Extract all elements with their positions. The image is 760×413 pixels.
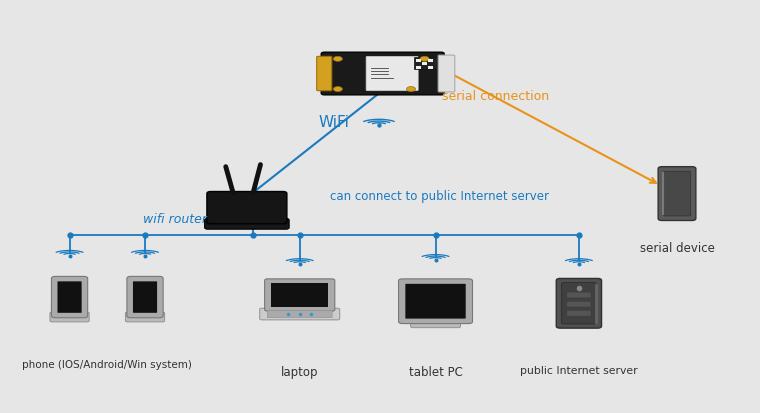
FancyBboxPatch shape	[416, 66, 421, 69]
Text: laptop: laptop	[281, 366, 318, 378]
FancyBboxPatch shape	[268, 311, 332, 318]
FancyBboxPatch shape	[127, 277, 163, 318]
Text: serial device: serial device	[640, 242, 714, 254]
FancyBboxPatch shape	[366, 57, 418, 92]
FancyBboxPatch shape	[422, 63, 427, 66]
Text: tablet PC: tablet PC	[409, 366, 463, 378]
Circle shape	[334, 57, 342, 62]
FancyBboxPatch shape	[658, 167, 696, 221]
Circle shape	[420, 57, 429, 62]
FancyBboxPatch shape	[414, 58, 437, 70]
Text: WiFi: WiFi	[318, 115, 349, 130]
FancyBboxPatch shape	[567, 292, 591, 298]
Text: phone (IOS/Android/Win system): phone (IOS/Android/Win system)	[22, 359, 192, 369]
FancyBboxPatch shape	[264, 279, 335, 311]
FancyBboxPatch shape	[207, 192, 287, 224]
FancyBboxPatch shape	[556, 279, 601, 328]
FancyBboxPatch shape	[567, 311, 591, 316]
Text: can connect to public Internet server: can connect to public Internet server	[330, 190, 549, 202]
Circle shape	[407, 88, 416, 93]
FancyBboxPatch shape	[428, 60, 433, 63]
FancyBboxPatch shape	[410, 318, 461, 328]
FancyBboxPatch shape	[133, 282, 157, 313]
FancyBboxPatch shape	[439, 56, 454, 93]
FancyBboxPatch shape	[321, 53, 444, 96]
Circle shape	[334, 88, 342, 93]
FancyBboxPatch shape	[50, 312, 89, 322]
Text: serial connection: serial connection	[442, 90, 549, 103]
FancyBboxPatch shape	[416, 60, 421, 63]
FancyBboxPatch shape	[204, 219, 289, 230]
FancyBboxPatch shape	[562, 283, 597, 324]
FancyBboxPatch shape	[428, 66, 433, 69]
FancyBboxPatch shape	[271, 284, 328, 308]
FancyBboxPatch shape	[52, 277, 87, 318]
FancyBboxPatch shape	[125, 312, 165, 322]
Text: public Internet server: public Internet server	[520, 366, 638, 375]
FancyBboxPatch shape	[317, 57, 332, 92]
FancyBboxPatch shape	[405, 284, 466, 319]
FancyBboxPatch shape	[398, 279, 473, 324]
FancyBboxPatch shape	[567, 301, 591, 307]
FancyBboxPatch shape	[663, 172, 691, 216]
FancyBboxPatch shape	[260, 309, 340, 320]
FancyBboxPatch shape	[58, 282, 81, 313]
Text: wifi router: wifi router	[143, 213, 207, 225]
